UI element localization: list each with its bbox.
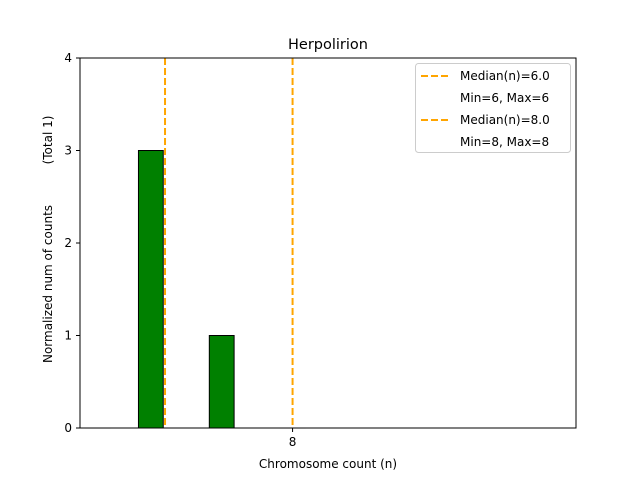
y-tick-label: 0 (64, 421, 72, 435)
legend-median-label-2: Median(n)=8.0 (460, 113, 550, 127)
y-axis-label-note: (Total 1) (41, 116, 55, 165)
bar-2 (208, 335, 235, 429)
legend: Median(n)=6.0 Min=6, Max=6 Median(n)=8.0… (415, 63, 571, 153)
y-tick-label: 2 (64, 236, 72, 250)
plot-frame (79, 57, 577, 429)
y-axis-ticks: 0 1 2 3 4 (64, 51, 80, 435)
x-tick-label: 8 (289, 435, 297, 449)
legend-range-label-1: Min=6, Max=6 (460, 91, 549, 105)
median-lines-group (164, 58, 294, 428)
bar-1 (137, 150, 164, 429)
y-tick-label: 4 (64, 51, 72, 65)
x-axis-ticks: 8 (289, 428, 297, 449)
chart-title: Herpolirion (288, 37, 368, 53)
bars-group (84, 150, 306, 429)
y-tick-label: 3 (64, 144, 72, 158)
legend-median-label-1: Median(n)=6.0 (460, 69, 550, 83)
legend-range-label-2: Min=8, Max=8 (460, 135, 549, 149)
y-axis-label: Normalized num of counts (41, 205, 55, 363)
x-axis-label: Chromosome count (n) (259, 457, 397, 471)
y-tick-label: 1 (64, 329, 72, 343)
legend-box (415, 63, 571, 153)
